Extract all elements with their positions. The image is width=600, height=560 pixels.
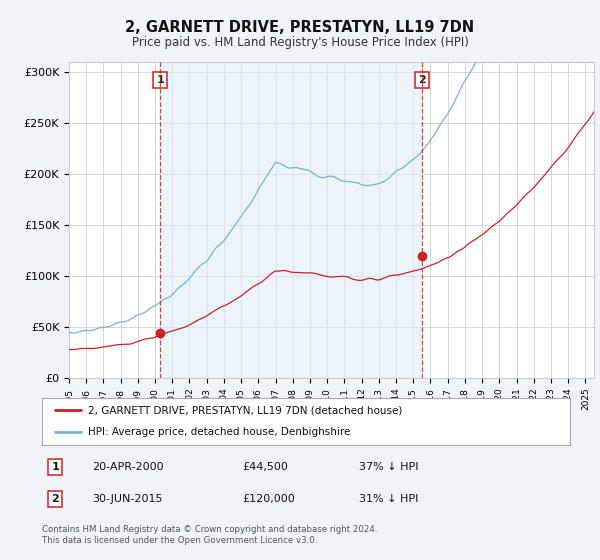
Text: 31% ↓ HPI: 31% ↓ HPI: [359, 494, 418, 504]
Text: 2: 2: [52, 494, 59, 504]
Text: 20-APR-2000: 20-APR-2000: [92, 462, 164, 472]
Text: 2: 2: [418, 75, 426, 85]
Text: £120,000: £120,000: [242, 494, 295, 504]
Text: 1: 1: [52, 462, 59, 472]
Text: Price paid vs. HM Land Registry's House Price Index (HPI): Price paid vs. HM Land Registry's House …: [131, 36, 469, 49]
Text: 30-JUN-2015: 30-JUN-2015: [92, 494, 163, 504]
Text: 2, GARNETT DRIVE, PRESTATYN, LL19 7DN (detached house): 2, GARNETT DRIVE, PRESTATYN, LL19 7DN (d…: [88, 405, 403, 416]
Text: 1: 1: [157, 75, 164, 85]
Text: 37% ↓ HPI: 37% ↓ HPI: [359, 462, 418, 472]
Bar: [160, 62, 422, 378]
Text: HPI: Average price, detached house, Denbighshire: HPI: Average price, detached house, Denb…: [88, 427, 351, 437]
Text: Contains HM Land Registry data © Crown copyright and database right 2024.
This d: Contains HM Land Registry data © Crown c…: [42, 525, 377, 545]
Text: £44,500: £44,500: [242, 462, 289, 472]
Text: 2, GARNETT DRIVE, PRESTATYN, LL19 7DN: 2, GARNETT DRIVE, PRESTATYN, LL19 7DN: [125, 20, 475, 35]
